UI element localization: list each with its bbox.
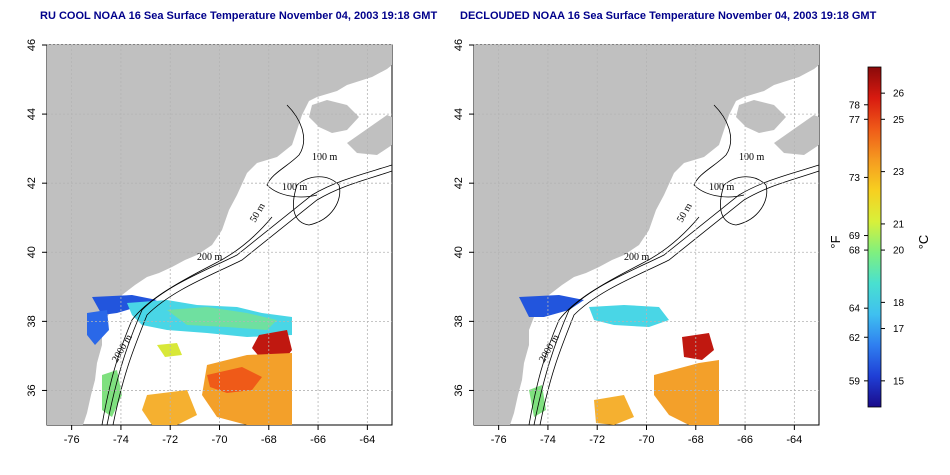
x-tick-label: -76 bbox=[491, 434, 507, 446]
celsius-tick-label: 18 bbox=[893, 298, 905, 309]
fahrenheit-tick-label: 69 bbox=[849, 231, 861, 242]
fahrenheit-tick-label: 59 bbox=[849, 376, 861, 387]
x-tick-label: -66 bbox=[737, 434, 753, 446]
colorbar-fahrenheit-ticks: 78 77 73 69 68 64 62 59 bbox=[849, 100, 868, 387]
map-panel-left: 100 m 100 m 50 m 200 m 2000 m -76 -74 -72-… bbox=[26, 39, 393, 446]
celsius-tick-label: 17 bbox=[893, 324, 905, 335]
x-tick-label: -66 bbox=[310, 434, 326, 446]
x-tick-label: -72 bbox=[162, 434, 178, 446]
y-tick-label: 44 bbox=[453, 108, 465, 120]
x-tick-label: -76 bbox=[64, 434, 80, 446]
y-tick-label: 40 bbox=[26, 246, 38, 258]
x-tick-label: -72 bbox=[589, 434, 605, 446]
contour-label: 100 m bbox=[709, 182, 735, 193]
x-tick-label: -70 bbox=[639, 434, 655, 446]
x-tick-label: -74 bbox=[113, 434, 129, 446]
contour-label: 100 m bbox=[312, 152, 338, 163]
bathymetry-contours bbox=[528, 104, 820, 426]
colorbar: 78 77 73 69 68 64 62 59 26 25 23 21 20 18 17 15 °F °C bbox=[828, 66, 931, 408]
map-axes: -76 -74 -72 -70 -68 -66 -64 36 38 40 42 44 46 bbox=[453, 39, 802, 446]
y-tick-label: 36 bbox=[453, 384, 465, 396]
map-grid bbox=[474, 44, 819, 425]
fahrenheit-tick-label: 68 bbox=[849, 246, 861, 257]
y-tick-label: 46 bbox=[26, 39, 38, 51]
map-panel-right: 100 m 100 m 50 m 200 m 2000 m -76 -74 -72-… bbox=[453, 39, 820, 446]
y-tick-label: 42 bbox=[26, 177, 38, 189]
contour-label: 100 m bbox=[739, 152, 765, 163]
y-tick-label: 40 bbox=[453, 246, 465, 258]
x-tick-label: -64 bbox=[359, 434, 375, 446]
panel-title-left: RU COOL NOAA 16 Sea Surface Temperature … bbox=[40, 10, 438, 22]
fahrenheit-tick-label: 73 bbox=[849, 173, 861, 184]
colorbar-celsius-ticks: 26 25 23 21 20 18 17 15 bbox=[881, 89, 905, 387]
map-axes: -76 -74 -72 -70 -68 -66 -64 36 38 40 42 44 46 bbox=[26, 39, 375, 446]
celsius-tick-label: 21 bbox=[893, 219, 905, 230]
celsius-unit-label: °C bbox=[916, 235, 931, 250]
map-grid bbox=[47, 44, 392, 425]
contour-label: 100 m bbox=[282, 182, 308, 193]
y-tick-label: 44 bbox=[26, 108, 38, 120]
sst-patches bbox=[519, 295, 719, 425]
fahrenheit-tick-label: 64 bbox=[849, 304, 861, 315]
fahrenheit-tick-label: 77 bbox=[849, 115, 861, 126]
colorbar-ramp bbox=[867, 66, 882, 408]
celsius-tick-label: 26 bbox=[893, 89, 905, 100]
bathymetry-contours bbox=[101, 104, 393, 426]
fahrenheit-tick-label: 62 bbox=[849, 333, 861, 344]
x-tick-label: -68 bbox=[688, 434, 704, 446]
celsius-tick-label: 25 bbox=[893, 115, 905, 126]
x-tick-label: -64 bbox=[786, 434, 802, 446]
panel-title-right: DECLOUDED NOAA 16 Sea Surface Temperatur… bbox=[460, 10, 877, 22]
y-tick-label: 42 bbox=[453, 177, 465, 189]
fahrenheit-unit-label: °F bbox=[828, 235, 843, 248]
fahrenheit-tick-label: 78 bbox=[849, 100, 861, 111]
celsius-tick-label: 20 bbox=[893, 246, 905, 257]
x-tick-label: -74 bbox=[540, 434, 556, 446]
contour-label: 200 m bbox=[624, 252, 650, 263]
celsius-tick-label: 23 bbox=[893, 167, 905, 178]
y-tick-label: 38 bbox=[26, 315, 38, 327]
contour-label: 200 m bbox=[197, 252, 223, 263]
y-tick-label: 36 bbox=[26, 384, 38, 396]
y-tick-label: 46 bbox=[453, 39, 465, 51]
x-tick-label: -70 bbox=[212, 434, 228, 446]
y-tick-label: 38 bbox=[453, 315, 465, 327]
x-tick-label: -68 bbox=[261, 434, 277, 446]
celsius-tick-label: 15 bbox=[893, 376, 905, 387]
